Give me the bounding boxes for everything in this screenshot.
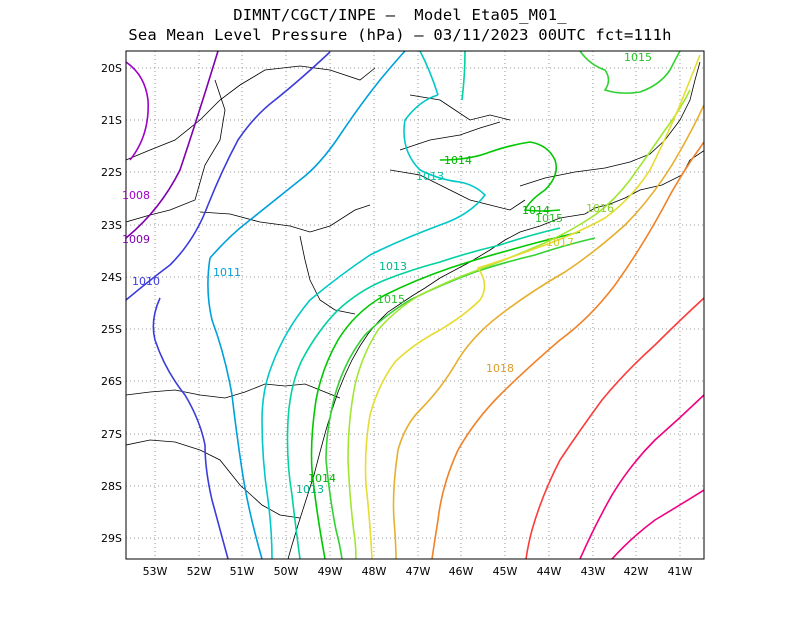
- isobar-1010-south: [152, 297, 229, 559]
- lon-label: 46W: [449, 565, 474, 578]
- chart-title-line1: DIMNT/CGCT/INPE – Model Eta05_M01_: [233, 6, 567, 24]
- label-1009: 1009: [122, 233, 150, 246]
- isobars: [126, 51, 704, 559]
- label-1008: 1008: [122, 189, 150, 202]
- lon-label: 50W: [274, 565, 299, 578]
- lat-label: 25S: [101, 323, 122, 336]
- lat-label: 24S: [101, 271, 122, 284]
- label-1010: 1010: [132, 275, 160, 288]
- lon-label: 47W: [406, 565, 431, 578]
- lon-label: 52W: [187, 565, 212, 578]
- label-1013-a: 1013: [416, 170, 444, 183]
- isobar-1008: [126, 61, 149, 161]
- isobar-1013: [286, 51, 561, 559]
- label-1013-b: 1013: [379, 260, 407, 273]
- lat-label: 22S: [101, 166, 122, 179]
- label-1015-a: 1015: [624, 51, 652, 64]
- isobar-1020: [525, 297, 704, 559]
- lon-label: 48W: [362, 565, 387, 578]
- isobar-1009: [126, 51, 219, 239]
- coastline-borders: [126, 61, 704, 559]
- label-1014-a: 1014: [444, 154, 472, 167]
- map-frame: [125, 50, 705, 560]
- lat-label: 23S: [101, 219, 122, 232]
- label-1014-b: 1014: [522, 204, 550, 217]
- label-1015-c: 1015: [377, 293, 405, 306]
- isobar-1021: [579, 394, 704, 559]
- label-1017: 1017: [546, 236, 574, 249]
- isobar-1019: [431, 141, 704, 559]
- isobar-1011: [209, 51, 406, 259]
- longitude-labels: 53W 52W 51W 50W 49W 48W 47W 46W 45W 44W …: [143, 565, 693, 578]
- lat-label: 21S: [101, 114, 122, 127]
- chart-title-line2: Sea Mean Level Pressure (hPa) – 03/11/20…: [128, 26, 672, 44]
- lon-label: 45W: [493, 565, 518, 578]
- lon-label: 44W: [537, 565, 562, 578]
- label-1015-b: 1015: [535, 212, 563, 225]
- lat-label: 28S: [101, 480, 122, 493]
- latitude-labels: 20S 21S 22S 23S 24S 25S 26S 27S 28S 29S: [101, 62, 122, 545]
- isobar-1016: [347, 89, 691, 559]
- contour-labels: 1008 1009 1010 1011 1013 1013 1013 1014 …: [122, 51, 652, 496]
- isobar-1018: [392, 104, 704, 559]
- label-1013-c: 1013: [296, 483, 324, 496]
- label-1011: 1011: [213, 266, 241, 279]
- isobar-1011b: [207, 257, 263, 559]
- lon-label: 49W: [318, 565, 343, 578]
- lon-label: 42W: [624, 565, 649, 578]
- isobar-1017: [364, 54, 701, 559]
- label-1016: 1016: [586, 202, 614, 215]
- lon-label: 41W: [668, 565, 693, 578]
- lat-label: 26S: [101, 375, 122, 388]
- isobar-1015: [325, 237, 596, 559]
- lon-label: 51W: [230, 565, 255, 578]
- isobar-1010-north: [126, 51, 331, 301]
- isobar-1015-north: [579, 51, 681, 94]
- lat-label: 20S: [101, 62, 122, 75]
- lon-label: 43W: [581, 565, 606, 578]
- lon-label: 53W: [143, 565, 168, 578]
- lat-label: 27S: [101, 428, 122, 441]
- isobar-1012: [261, 51, 487, 559]
- grid: [126, 51, 704, 559]
- label-1014-c: 1014: [308, 472, 336, 485]
- isobar-1014: [310, 141, 581, 559]
- label-1018: 1018: [486, 362, 514, 375]
- lat-label: 29S: [101, 532, 122, 545]
- isobar-1022: [611, 489, 704, 559]
